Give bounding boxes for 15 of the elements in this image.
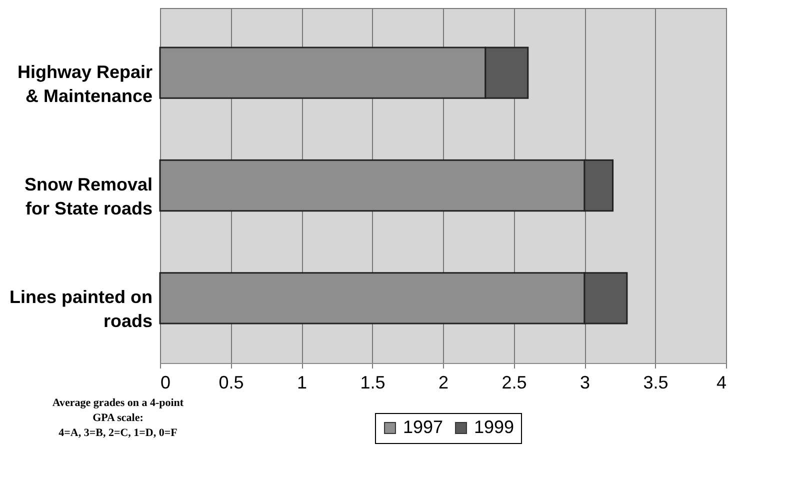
x-tick-label: 1.5 (360, 372, 386, 392)
y-tick-label: Snow Removal for State roads (24, 174, 152, 218)
y-tick-label: Highway Repair & Maintenance (17, 62, 152, 106)
x-tick-label: 3.5 (643, 372, 668, 392)
legend-label: 1999 (474, 417, 514, 437)
x-tick-label: 4 (716, 372, 726, 392)
text: Average grades on a 4-point GPA scale: 4=A, 3=B, 2=C, 1=D, 0=F (51, 396, 185, 441)
legend-label: 1997 (403, 417, 444, 437)
x-tick-label: 3 (580, 372, 590, 392)
x-tick-label: 1 (296, 372, 308, 392)
y-tick-label: Lines painted on roads (9, 287, 152, 332)
x-tick-label: 0 (160, 372, 171, 392)
x-tick-label: 0.5 (218, 372, 244, 392)
x-tick-label: 2.5 (502, 372, 527, 392)
x-tick-label: 2 (438, 372, 449, 392)
